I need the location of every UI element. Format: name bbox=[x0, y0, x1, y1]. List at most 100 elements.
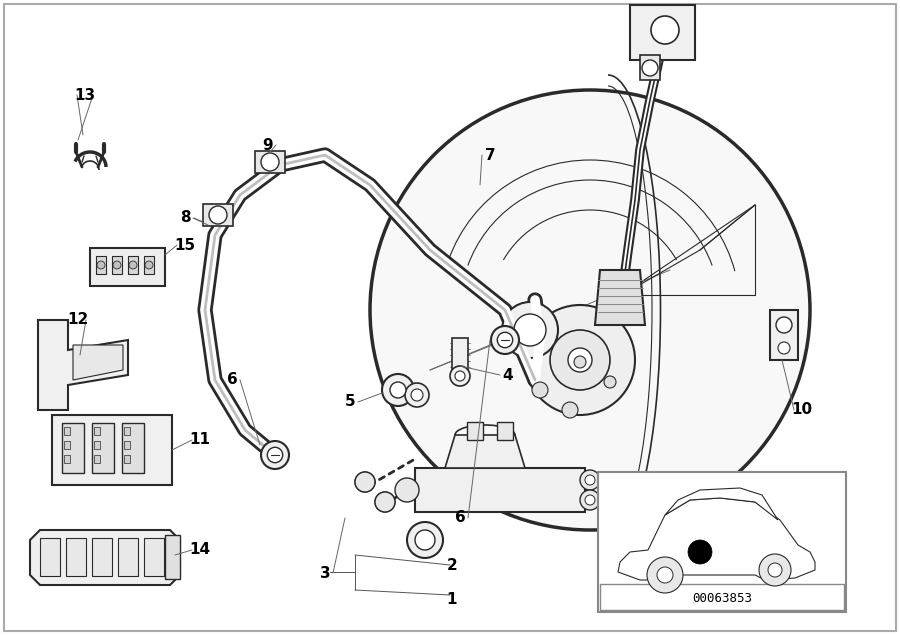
Circle shape bbox=[261, 153, 279, 171]
Text: 9: 9 bbox=[263, 138, 274, 152]
Circle shape bbox=[532, 382, 548, 398]
Polygon shape bbox=[665, 488, 778, 520]
Circle shape bbox=[574, 356, 586, 368]
Bar bbox=[165, 535, 180, 579]
Bar bbox=[122, 423, 144, 473]
Bar bbox=[124, 455, 130, 463]
Text: 00063853: 00063853 bbox=[692, 591, 752, 605]
Bar bbox=[203, 204, 233, 226]
Circle shape bbox=[657, 567, 673, 583]
Circle shape bbox=[375, 492, 395, 512]
Bar bbox=[90, 248, 165, 286]
Circle shape bbox=[491, 326, 519, 354]
Circle shape bbox=[355, 472, 375, 492]
Bar bbox=[600, 584, 844, 610]
Circle shape bbox=[450, 366, 470, 386]
Circle shape bbox=[580, 470, 600, 490]
Bar bbox=[598, 472, 846, 612]
Text: 10: 10 bbox=[791, 403, 813, 417]
Circle shape bbox=[390, 382, 406, 398]
Circle shape bbox=[562, 402, 578, 418]
Bar bbox=[64, 455, 70, 463]
Bar bbox=[66, 538, 86, 576]
Circle shape bbox=[642, 60, 658, 76]
Circle shape bbox=[776, 317, 792, 333]
Polygon shape bbox=[452, 338, 468, 370]
Circle shape bbox=[498, 332, 513, 348]
Polygon shape bbox=[445, 435, 525, 468]
Text: 8: 8 bbox=[180, 210, 190, 225]
Bar bbox=[62, 423, 84, 473]
Circle shape bbox=[382, 374, 414, 406]
Circle shape bbox=[550, 330, 610, 390]
Circle shape bbox=[395, 478, 419, 502]
Circle shape bbox=[647, 557, 683, 593]
Bar bbox=[630, 5, 695, 60]
Text: 14: 14 bbox=[189, 542, 211, 558]
Circle shape bbox=[778, 342, 790, 354]
Bar bbox=[124, 441, 130, 449]
Text: 5: 5 bbox=[345, 394, 356, 410]
Bar bbox=[118, 538, 138, 576]
Circle shape bbox=[267, 447, 283, 463]
Text: 12: 12 bbox=[68, 312, 88, 328]
Text: 15: 15 bbox=[175, 237, 195, 253]
Bar bbox=[40, 538, 60, 576]
Circle shape bbox=[370, 90, 810, 530]
Text: 13: 13 bbox=[75, 88, 95, 102]
Circle shape bbox=[768, 563, 782, 577]
Bar bbox=[467, 422, 483, 440]
Circle shape bbox=[129, 261, 137, 269]
Polygon shape bbox=[618, 498, 815, 580]
Circle shape bbox=[502, 302, 558, 358]
Bar bbox=[497, 422, 513, 440]
Bar bbox=[124, 427, 130, 435]
Circle shape bbox=[355, 472, 375, 492]
Bar bbox=[96, 256, 106, 274]
Bar bbox=[94, 427, 100, 435]
Bar bbox=[92, 538, 112, 576]
Text: 2: 2 bbox=[446, 558, 457, 573]
Text: 6: 6 bbox=[227, 373, 238, 387]
Circle shape bbox=[411, 389, 423, 401]
Bar bbox=[640, 55, 660, 80]
Polygon shape bbox=[595, 270, 645, 325]
Circle shape bbox=[209, 206, 227, 224]
Circle shape bbox=[585, 495, 595, 505]
Circle shape bbox=[375, 492, 395, 512]
Circle shape bbox=[585, 475, 595, 485]
Bar bbox=[94, 455, 100, 463]
Circle shape bbox=[604, 376, 616, 388]
Bar bbox=[64, 441, 70, 449]
Bar bbox=[144, 538, 164, 576]
Circle shape bbox=[145, 261, 153, 269]
Bar bbox=[94, 441, 100, 449]
Bar bbox=[52, 415, 172, 485]
Polygon shape bbox=[73, 345, 123, 380]
Circle shape bbox=[261, 441, 289, 469]
Circle shape bbox=[455, 371, 465, 381]
Circle shape bbox=[415, 530, 435, 550]
Circle shape bbox=[568, 348, 592, 372]
Text: 6: 6 bbox=[454, 511, 465, 526]
Text: 1: 1 bbox=[446, 592, 457, 608]
Circle shape bbox=[759, 554, 791, 586]
Circle shape bbox=[514, 314, 546, 346]
Circle shape bbox=[525, 305, 635, 415]
Bar bbox=[255, 151, 285, 173]
Circle shape bbox=[580, 490, 600, 510]
Bar bbox=[128, 256, 138, 274]
Bar bbox=[64, 427, 70, 435]
Circle shape bbox=[688, 540, 712, 564]
Circle shape bbox=[405, 383, 429, 407]
Polygon shape bbox=[30, 530, 180, 585]
Polygon shape bbox=[38, 320, 128, 410]
Bar bbox=[770, 310, 798, 360]
Text: 3: 3 bbox=[320, 566, 330, 580]
Bar bbox=[144, 256, 154, 274]
Text: 4: 4 bbox=[503, 368, 513, 382]
Polygon shape bbox=[415, 468, 585, 512]
Circle shape bbox=[407, 522, 443, 558]
Circle shape bbox=[113, 261, 121, 269]
Circle shape bbox=[97, 261, 105, 269]
